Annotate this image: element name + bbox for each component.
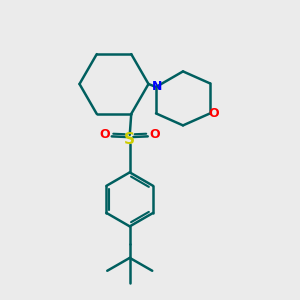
Text: O: O [208, 107, 219, 120]
Text: S: S [124, 132, 135, 147]
Text: O: O [149, 128, 160, 141]
Text: O: O [100, 128, 110, 141]
Text: N: N [152, 80, 162, 93]
